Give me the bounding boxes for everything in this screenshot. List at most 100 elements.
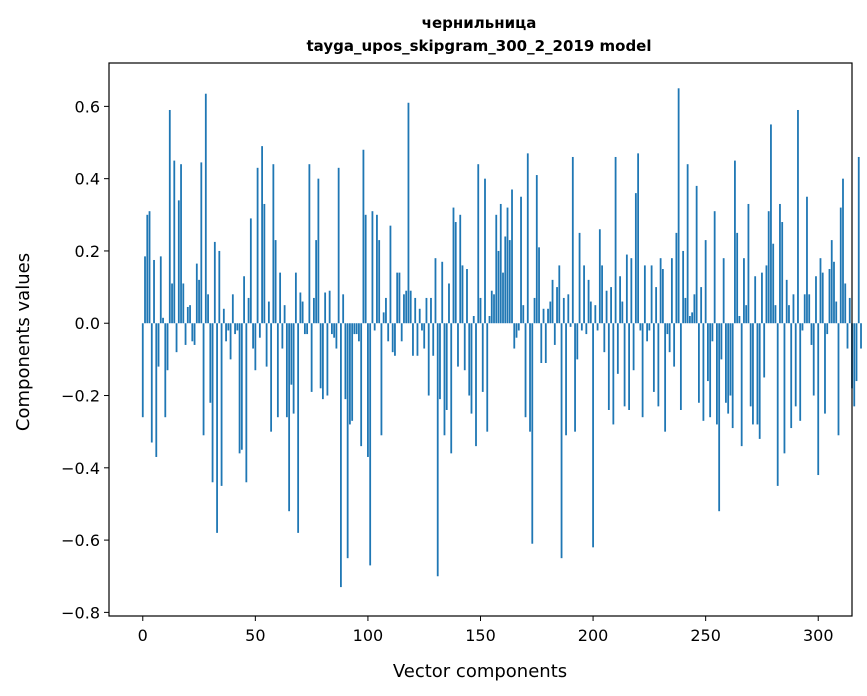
bar <box>756 323 759 425</box>
bar <box>265 323 268 367</box>
bar <box>695 185 698 324</box>
bar <box>294 272 297 324</box>
bar <box>283 305 286 324</box>
bar <box>159 256 162 324</box>
bar <box>544 323 547 363</box>
bar <box>182 283 185 324</box>
bar <box>740 323 743 447</box>
bar <box>362 149 365 324</box>
bar <box>396 272 399 324</box>
bar <box>783 323 786 454</box>
bar <box>387 323 390 342</box>
bar <box>218 250 221 324</box>
bar <box>240 323 243 450</box>
bar <box>405 290 408 324</box>
bar <box>168 109 171 324</box>
bar <box>279 272 282 324</box>
bar <box>666 323 669 335</box>
bar <box>310 323 313 392</box>
bar <box>461 265 464 324</box>
bar <box>779 203 781 324</box>
bar <box>344 323 347 400</box>
bar <box>664 323 667 432</box>
bar <box>211 323 214 483</box>
bar <box>833 261 835 324</box>
bar <box>247 297 250 324</box>
bar <box>506 207 509 324</box>
bar <box>360 323 363 447</box>
bar <box>747 203 750 324</box>
bar <box>385 297 387 324</box>
bar <box>702 323 705 421</box>
bar <box>722 258 725 324</box>
bar <box>794 323 797 407</box>
bar <box>704 240 707 324</box>
bar <box>698 323 700 403</box>
bar <box>614 156 617 324</box>
bar <box>445 323 448 410</box>
bar <box>222 308 225 324</box>
bar <box>155 323 158 457</box>
bar <box>745 305 748 324</box>
bar <box>186 306 189 324</box>
y-tick-label: −0.4 <box>61 459 100 478</box>
bar <box>488 316 491 324</box>
bar <box>414 297 417 324</box>
bar <box>243 276 245 324</box>
bar <box>263 203 266 324</box>
bar <box>691 312 694 324</box>
bar <box>583 265 585 324</box>
x-axis-ticks: 0 50 100 150 200 250 300 <box>138 616 834 645</box>
bar <box>434 258 437 324</box>
bar <box>177 200 180 324</box>
bar <box>157 323 160 367</box>
y-tick-label: −0.6 <box>61 531 100 550</box>
bar <box>558 265 561 324</box>
bar <box>274 240 277 324</box>
bar <box>481 323 484 392</box>
bar <box>634 193 637 324</box>
bar <box>621 301 624 324</box>
chart-title: чернильница <box>422 14 537 32</box>
bar <box>632 323 635 371</box>
bar <box>848 297 851 324</box>
bar <box>842 178 844 324</box>
y-tick-label: 0.6 <box>75 97 100 116</box>
bar <box>479 297 482 324</box>
bar <box>349 323 351 425</box>
bar <box>598 229 601 324</box>
bar <box>718 323 721 512</box>
bar <box>490 290 493 324</box>
bar <box>560 323 563 559</box>
bar <box>225 323 227 342</box>
bar <box>761 272 763 324</box>
y-tick-label: 0.2 <box>75 242 100 261</box>
bar <box>670 258 673 324</box>
bar <box>324 292 327 324</box>
bar <box>148 211 151 324</box>
bar <box>720 323 723 360</box>
bar <box>661 269 664 324</box>
bar <box>511 189 513 324</box>
chart-subtitle: tayga_upos_skipgram_300_2_2019 model <box>307 37 652 55</box>
bar <box>321 323 324 400</box>
bar <box>382 312 385 324</box>
bar <box>281 323 284 349</box>
bar <box>173 160 176 324</box>
bar <box>270 323 273 432</box>
bar <box>529 323 531 432</box>
bar <box>319 323 322 389</box>
bar <box>376 214 378 324</box>
bar <box>675 232 678 324</box>
bar <box>191 323 194 342</box>
x-tick-label: 150 <box>465 626 496 645</box>
bar <box>785 279 788 324</box>
bar <box>565 323 567 436</box>
bar <box>184 323 187 345</box>
bar <box>668 323 671 353</box>
bar <box>619 276 621 324</box>
bar <box>297 323 300 533</box>
bar <box>736 232 739 324</box>
bar <box>826 323 829 335</box>
bar <box>272 164 275 324</box>
